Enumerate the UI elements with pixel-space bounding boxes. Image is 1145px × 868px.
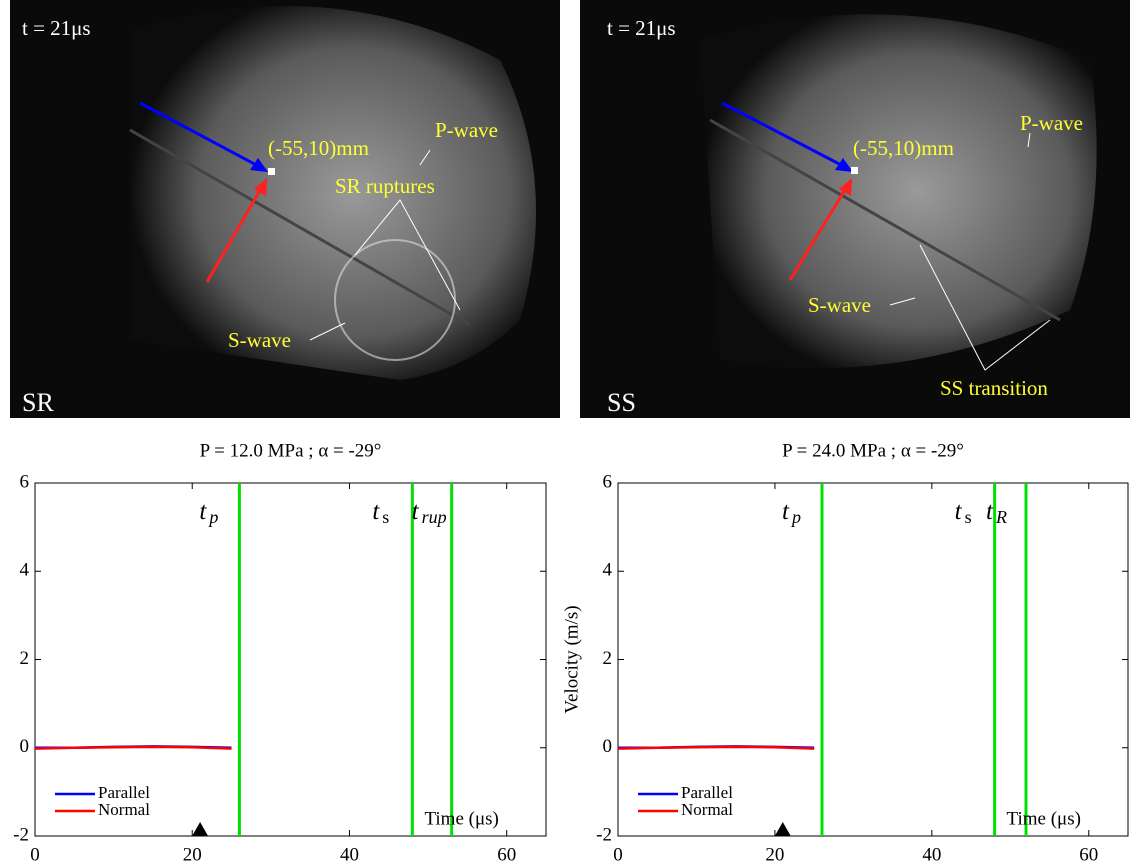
y-tick-label: -2 <box>596 824 612 845</box>
chart-title: P = 24.0 MPa ; α = -29° <box>782 440 964 461</box>
panel-label: SS <box>607 388 636 417</box>
photo-right: t = 21μs (-55,10)mm P-wave S-wave SS tra… <box>580 0 1130 418</box>
y-tick-label: -2 <box>13 824 29 845</box>
annotation: P-wave <box>1020 111 1083 135</box>
x-tick-label: 40 <box>922 844 941 865</box>
point-label: (-55,10)mm <box>268 136 369 160</box>
chart-title: P = 12.0 MPa ; α = -29° <box>200 440 382 461</box>
x-tick-label: 0 <box>613 844 623 865</box>
legend-label: Normal <box>681 800 733 819</box>
annotation: S-wave <box>228 328 291 352</box>
event-label-main: t <box>199 498 207 525</box>
y-tick-label: 2 <box>20 648 30 669</box>
x-tick-label: 0 <box>30 844 40 865</box>
time-label: t = 21μs <box>22 16 91 40</box>
y-tick-label: 0 <box>603 736 613 757</box>
legend-label: Normal <box>98 800 150 819</box>
event-label-main: t <box>986 498 994 525</box>
event-label-sub: s <box>382 507 389 527</box>
x-tick-label: 60 <box>497 844 516 865</box>
x-tick-label: 40 <box>340 844 359 865</box>
y-tick-label: 6 <box>603 471 613 492</box>
x-tick-label: 20 <box>765 844 784 865</box>
time-marker <box>774 822 791 836</box>
x-axis-label: Time (μs) <box>424 808 498 829</box>
y-tick-label: 0 <box>20 736 30 757</box>
event-label-main: t <box>372 498 380 525</box>
y-tick-label: 4 <box>20 560 30 581</box>
series-line <box>617 745 815 750</box>
y-axis-label: Velocity (m/s) <box>561 605 582 713</box>
panel-label: SR <box>22 388 54 417</box>
event-label-main: t <box>955 498 963 525</box>
x-tick-label: 20 <box>183 844 202 865</box>
x-axis-label: Time (μs) <box>1007 808 1081 829</box>
legend-label: Parallel <box>681 783 733 802</box>
annotation: S-wave <box>808 293 871 317</box>
event-label-sub: R <box>995 507 1007 527</box>
event-label-sub: rup <box>422 507 447 527</box>
photo-left: t = 21μs (-55,10)mm P-wave SR ruptures S… <box>10 0 560 418</box>
series-line <box>34 745 232 750</box>
event-label-sub: s <box>965 507 972 527</box>
event-label-main: t <box>782 498 790 525</box>
y-tick-label: 6 <box>20 471 30 492</box>
event-label-main: t <box>412 498 420 525</box>
y-tick-label: 4 <box>603 560 613 581</box>
event-label-sub: p <box>790 507 801 527</box>
event-label: t rup <box>412 498 447 527</box>
x-tick-label: 60 <box>1079 844 1098 865</box>
event-label-sub: p <box>207 507 218 527</box>
annotation: P-wave <box>435 118 498 142</box>
y-tick-label: 2 <box>603 648 613 669</box>
time-marker <box>192 822 209 836</box>
annotation: SS transition <box>940 376 1048 400</box>
time-label: t = 21μs <box>607 16 676 40</box>
legend-label: Parallel <box>98 783 150 802</box>
annotation: SR ruptures <box>335 174 435 198</box>
point-label: (-55,10)mm <box>853 136 954 160</box>
